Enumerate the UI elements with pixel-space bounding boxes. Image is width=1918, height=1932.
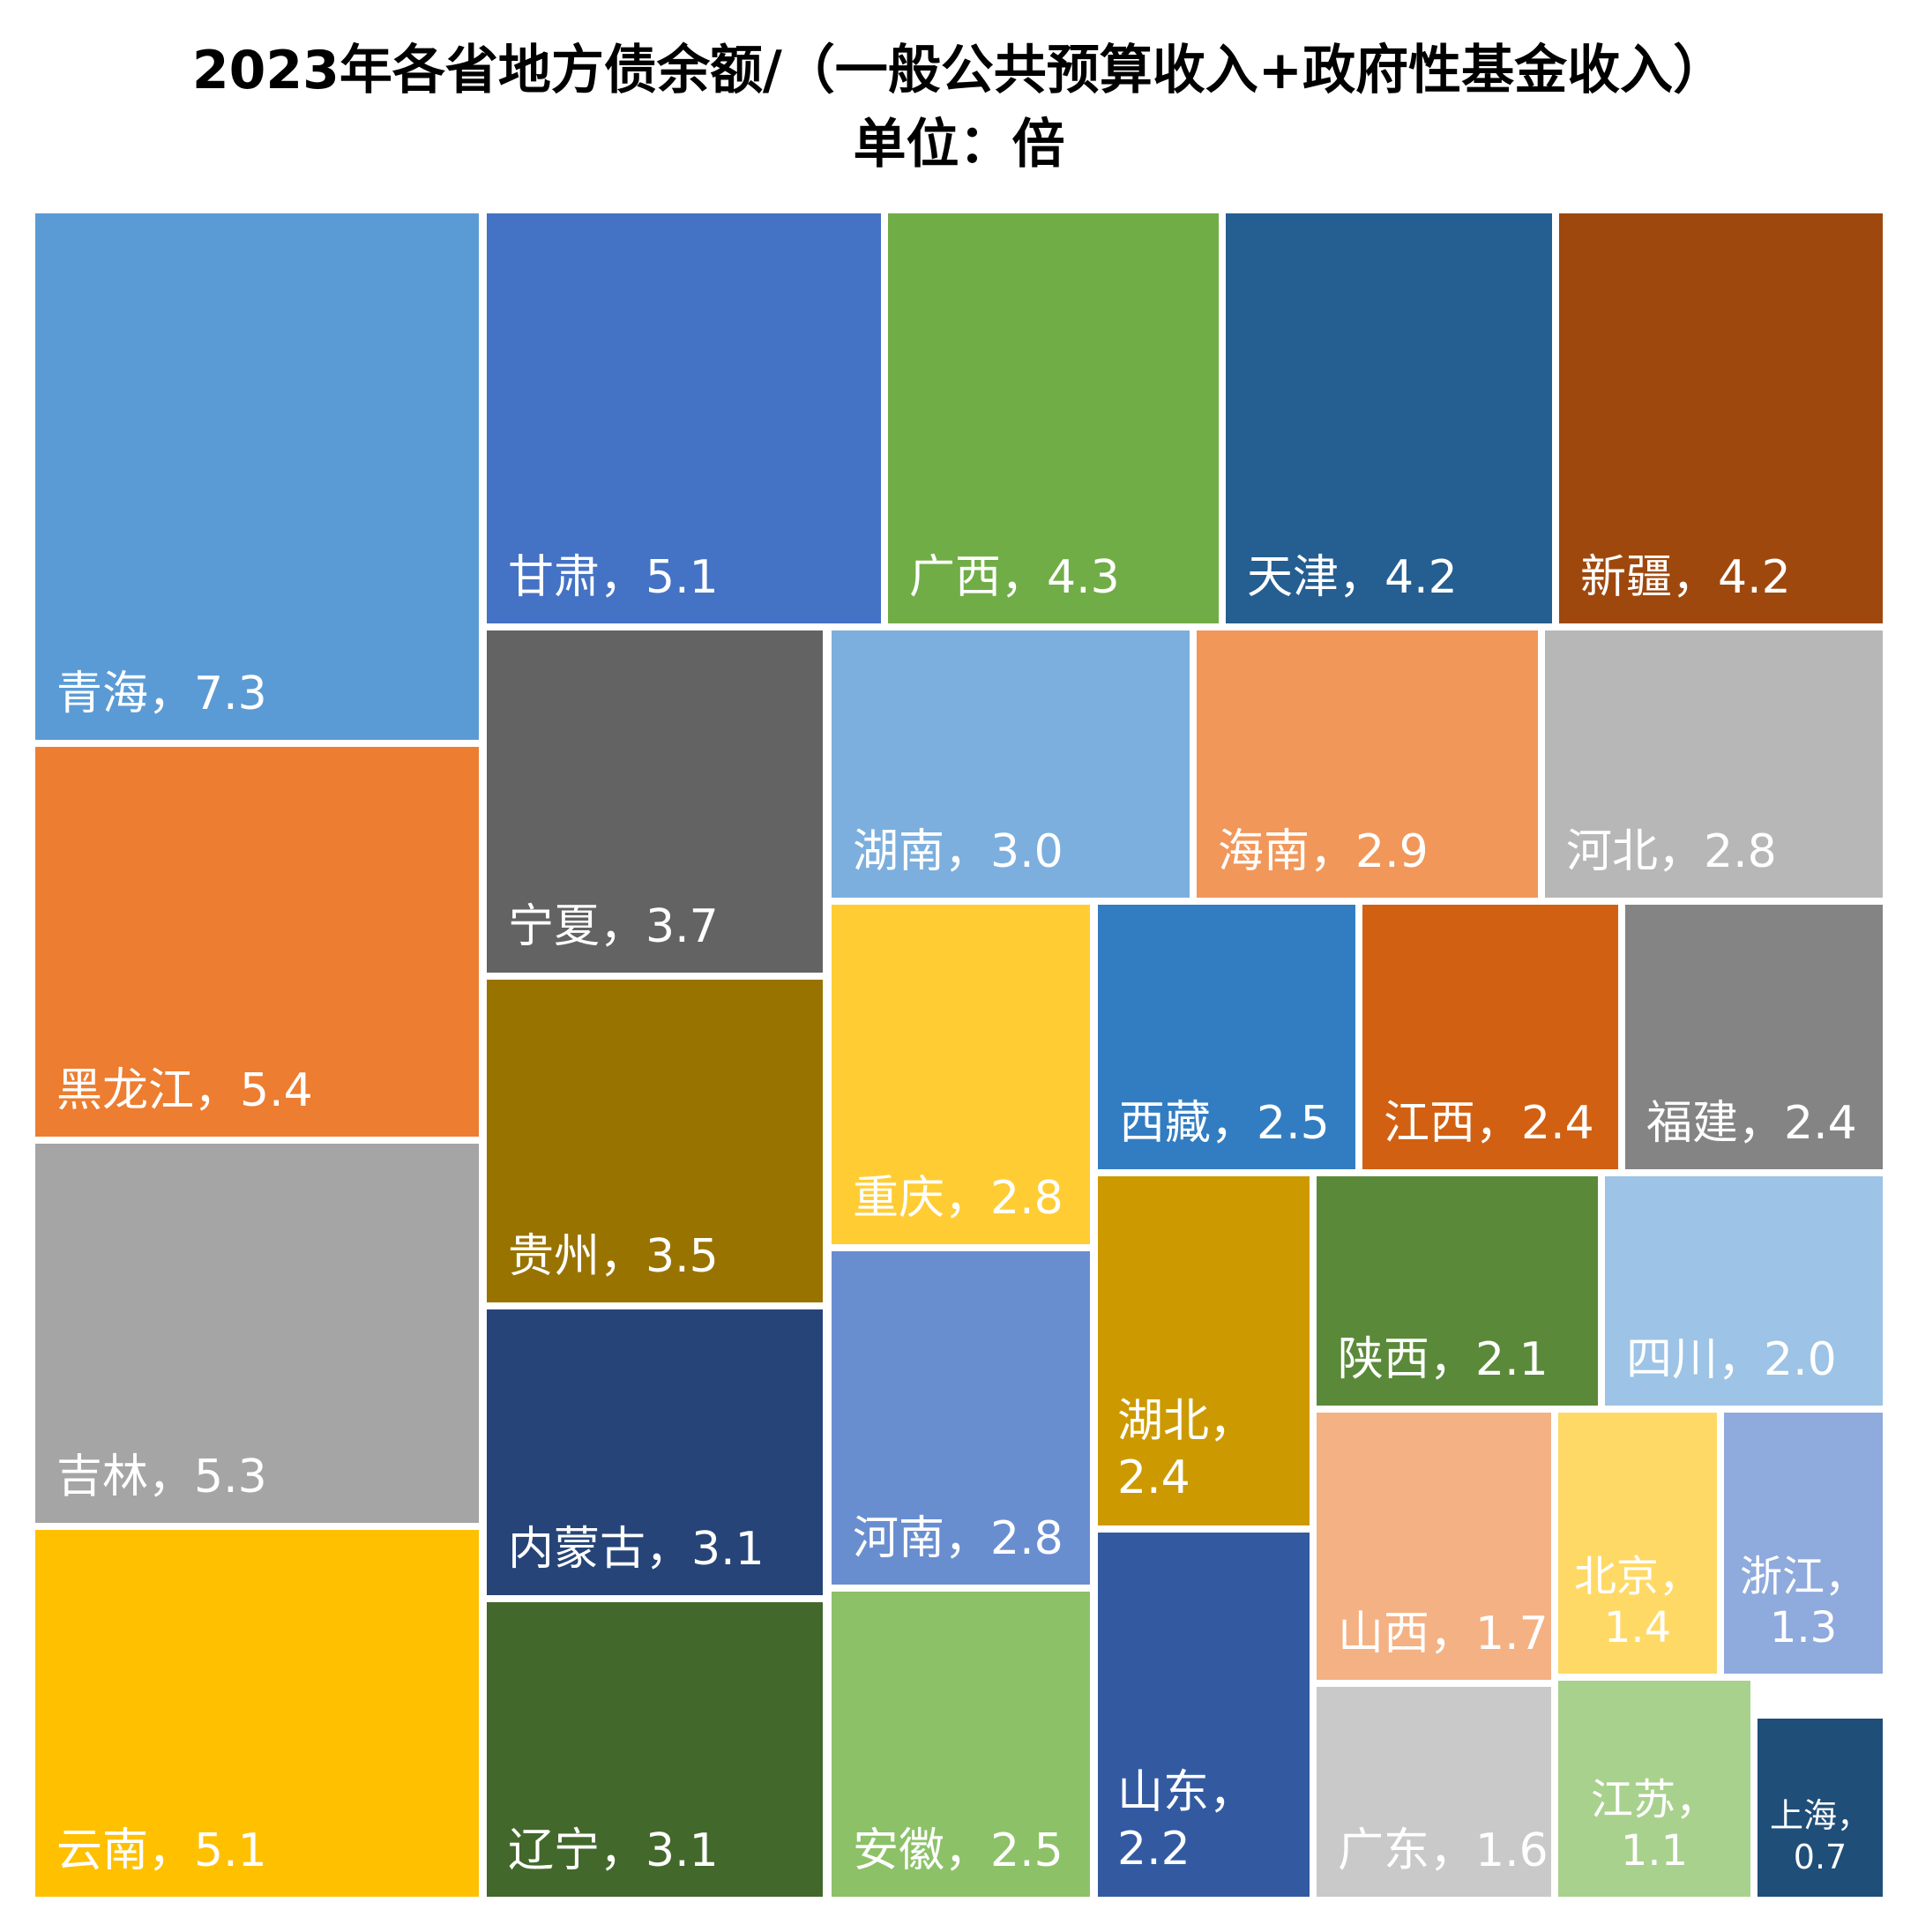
treemap-tile: 广东，1.6 — [1317, 1687, 1551, 1897]
treemap-tile: 山西，1.7 — [1317, 1413, 1551, 1680]
treemap-tile: 内蒙古，3.1 — [487, 1309, 823, 1595]
treemap-tile: 天津，4.2 — [1226, 213, 1552, 623]
treemap-tile: 安徽，2.5 — [832, 1592, 1090, 1897]
treemap-tile: 云南，5.1 — [35, 1530, 479, 1897]
treemap-tile-label: 吉林，5.3 — [56, 1450, 267, 1503]
chart-subtitle: 单位：倍 — [853, 114, 1065, 175]
treemap-tile: 甘肃，5.1 — [487, 213, 881, 623]
treemap-tile: 重庆，2.8 — [832, 905, 1090, 1244]
treemap-tile-label: 甘肃，5.1 — [508, 550, 719, 604]
treemap-tile: 贵州，3.5 — [487, 980, 823, 1302]
treemap-tile: 江苏， 1.1 — [1558, 1681, 1750, 1897]
treemap-tile-label: 四川，2.0 — [1626, 1332, 1837, 1386]
treemap-tile: 四川，2.0 — [1605, 1176, 1883, 1406]
treemap-tile-label: 宁夏，3.7 — [508, 899, 719, 953]
treemap-tile-label: 贵州，3.5 — [508, 1229, 719, 1283]
treemap-tile: 黑龙江，5.4 — [35, 747, 479, 1137]
treemap-tile-label: 山西，1.7 — [1338, 1607, 1549, 1660]
treemap-tile: 新疆，4.2 — [1559, 213, 1883, 623]
treemap-tile: 福建，2.4 — [1625, 905, 1883, 1169]
treemap-tile-label: 上海， 0.7 — [1769, 1796, 1870, 1876]
treemap-tile: 宁夏，3.7 — [487, 630, 823, 973]
treemap-tile-label: 黑龙江，5.4 — [56, 1063, 313, 1117]
treemap-tile: 湖北， 2.4 — [1098, 1176, 1310, 1525]
treemap-tile: 西藏，2.5 — [1098, 905, 1355, 1169]
treemap-tile-label: 福建，2.4 — [1646, 1096, 1857, 1150]
treemap-tile: 上海， 0.7 — [1758, 1719, 1883, 1897]
treemap-tile-label: 湖北， 2.4 — [1117, 1395, 1256, 1504]
treemap-tile-label: 安徽，2.5 — [853, 1824, 1063, 1877]
treemap-tile-label: 青海，7.3 — [56, 667, 267, 720]
treemap-tile: 湖南，3.0 — [832, 630, 1190, 898]
treemap-tile-label: 陕西，2.1 — [1338, 1332, 1549, 1386]
treemap-tile-label: 广西，4.3 — [909, 550, 1120, 604]
treemap-tile-label: 浙江， 1.3 — [1739, 1551, 1867, 1653]
treemap-tile-label: 北京， 1.4 — [1573, 1551, 1701, 1653]
treemap-tile: 广西，4.3 — [888, 213, 1219, 623]
treemap-tile: 青海，7.3 — [35, 213, 479, 740]
treemap-tile-label: 内蒙古，3.1 — [508, 1522, 765, 1576]
treemap-tile-label: 山东， 2.2 — [1117, 1766, 1256, 1876]
treemap-tile: 海南，2.9 — [1197, 630, 1538, 898]
treemap-tile: 河南，2.8 — [832, 1251, 1090, 1585]
treemap-tile-label: 广东，1.6 — [1338, 1824, 1549, 1877]
treemap-tile: 陕西，2.1 — [1317, 1176, 1598, 1406]
treemap-tile-label: 新疆，4.2 — [1580, 550, 1791, 604]
treemap-tile-label: 云南，5.1 — [56, 1824, 267, 1877]
treemap-tile-label: 湖南，3.0 — [853, 824, 1063, 878]
treemap-tile: 北京， 1.4 — [1558, 1413, 1717, 1674]
treemap-tile: 河北，2.8 — [1545, 630, 1883, 898]
treemap-tile-label: 江苏， 1.1 — [1590, 1774, 1718, 1876]
treemap-tile-label: 河南，2.8 — [853, 1511, 1063, 1565]
treemap-tile-label: 海南，2.9 — [1218, 824, 1429, 878]
treemap-tile-label: 辽宁，3.1 — [508, 1824, 719, 1877]
treemap-tile-label: 重庆，2.8 — [853, 1171, 1063, 1225]
treemap-tile: 吉林，5.3 — [35, 1144, 479, 1523]
treemap-tile-label: 天津，4.2 — [1247, 550, 1458, 604]
treemap-tile-label: 江西，2.4 — [1384, 1096, 1594, 1150]
treemap-tile: 山东， 2.2 — [1098, 1533, 1310, 1897]
treemap-tile: 浙江， 1.3 — [1724, 1413, 1883, 1674]
treemap-tile: 辽宁，3.1 — [487, 1602, 823, 1897]
treemap-tile: 江西，2.4 — [1362, 905, 1618, 1169]
chart-title: 2023年各省地方债余额/（一般公共预算收入+政府性基金收入） — [191, 40, 1727, 101]
treemap-tile-label: 河北，2.8 — [1566, 824, 1777, 878]
treemap-tile-label: 西藏，2.5 — [1119, 1096, 1330, 1150]
